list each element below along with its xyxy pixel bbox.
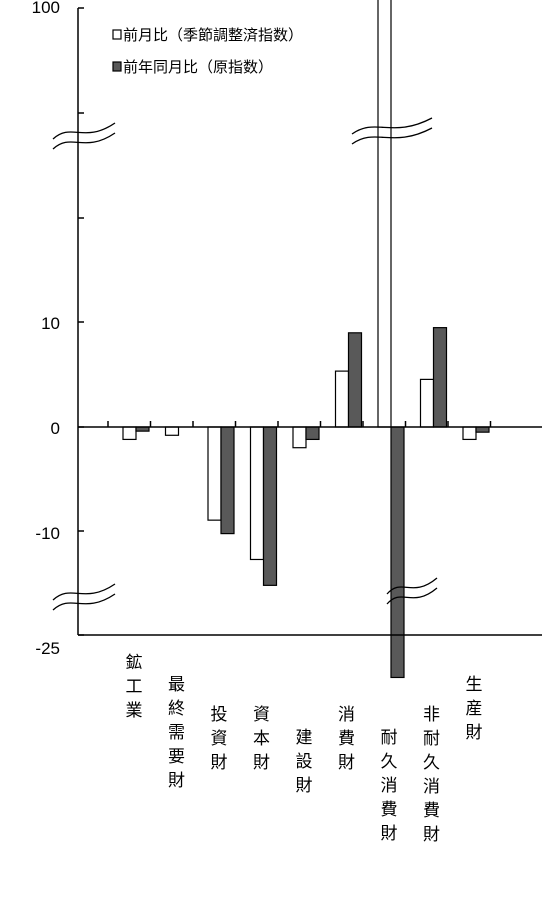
bar-series-2: [390, 426, 405, 679]
bar-series-1: [122, 426, 137, 441]
x-ticks-group: [107, 421, 492, 427]
category-label: 建設財: [296, 728, 313, 796]
y-tick-label: 100: [32, 0, 60, 17]
legend-swatch-series-2: [112, 61, 122, 72]
category-label: 資本財: [253, 705, 270, 773]
axis-break-mark: [351, 117, 433, 145]
category-label: 消費財: [338, 705, 355, 773]
bar-series-1: [292, 426, 307, 449]
axis-breaks-group: [52, 117, 438, 611]
bar-series-1: [249, 426, 265, 561]
y-tick-label: 0: [51, 419, 60, 438]
bar-series-2: [475, 426, 490, 433]
bar-series-1: [462, 426, 477, 441]
y-tick-label: -25: [35, 639, 60, 658]
bar-series-1: [377, 0, 392, 428]
category-label: 耐久消費財: [381, 728, 398, 844]
axis-break-mark: [386, 577, 438, 605]
bar-series-1: [164, 426, 180, 436]
bar-series-2: [220, 426, 235, 535]
bar-series-2: [305, 426, 320, 441]
y-tick-label: 10: [41, 314, 60, 333]
axis-break-mark: [52, 583, 116, 611]
bar-series-2: [262, 426, 278, 586]
category-label: 生産財: [466, 675, 483, 743]
legend-label-series-2: 前年同月比（原指数）: [123, 58, 273, 76]
category-label: 最終需要財: [168, 675, 185, 791]
y-tick-label: -10: [35, 524, 60, 543]
y-ticks-group: [78, 7, 84, 636]
bar-series-2: [347, 332, 363, 428]
bar-series-2: [432, 327, 448, 428]
category-label: 投資財: [211, 705, 228, 773]
bar-series-1: [419, 378, 435, 428]
legend: 前月比（季節調整済指数） 前年同月比（原指数）: [112, 26, 303, 76]
bars-group: [122, 0, 490, 679]
category-label: 非耐久消費財: [423, 705, 440, 845]
legend-swatch-series-1: [112, 29, 122, 40]
bar-series-1: [207, 426, 222, 521]
category-labels-group: 鉱工業 最終需要財 投資財 資本財 建設財 消費財 耐久消費財 非耐久消費財 生産財: [126, 653, 483, 845]
bar-series-1: [334, 370, 350, 428]
category-label: 鉱工業: [126, 653, 143, 721]
legend-label-series-1: 前月比（季節調整済指数）: [123, 26, 303, 44]
axis-break-mark: [52, 122, 116, 150]
